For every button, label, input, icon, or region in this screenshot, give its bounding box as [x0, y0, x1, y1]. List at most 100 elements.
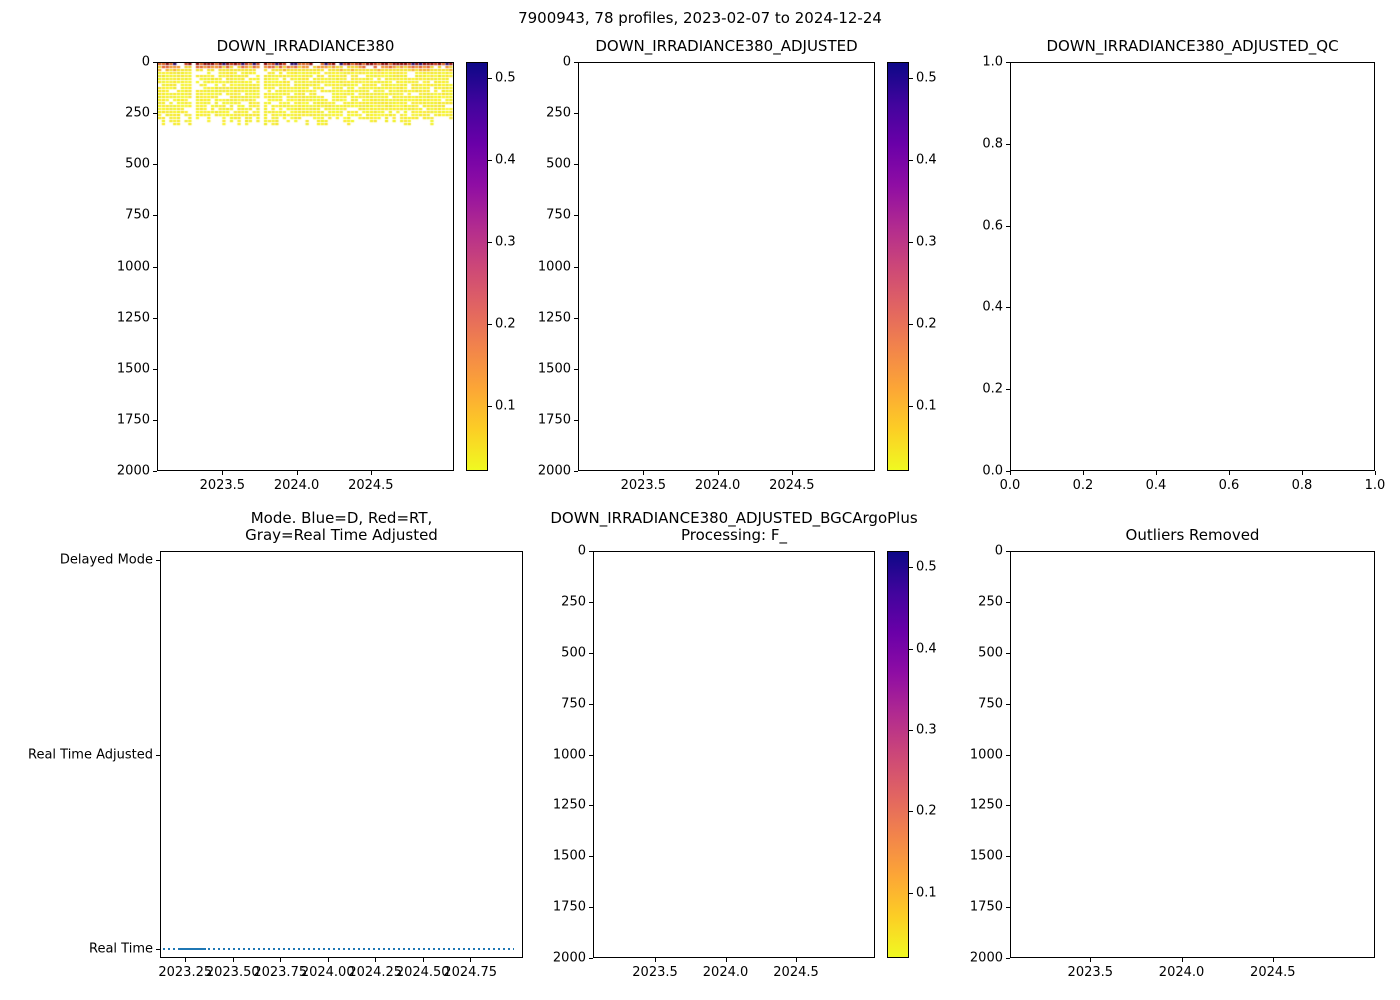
colorbar-tick-label: 0.4 [916, 152, 937, 168]
y-tick-label: 500 [561, 645, 586, 661]
y-tick-mark [153, 62, 157, 63]
x-tick-label: 2024.5 [773, 965, 819, 980]
x-tick-label: 2024.5 [1250, 965, 1296, 980]
x-tick-label: 1.0 [1364, 478, 1386, 493]
y-tick-label: Real Time Adjusted [28, 747, 153, 762]
y-tick-mark [574, 419, 578, 421]
x-tick-label: 2024.5 [769, 478, 815, 493]
x-tick-label: 0.4 [1145, 478, 1167, 493]
colorbar-tick-label: 0.2 [495, 316, 516, 332]
y-tick-label: 1000 [537, 259, 571, 274]
mode-line-real-time [163, 948, 514, 951]
colorbar-tick-mark [488, 78, 492, 80]
colorbar-tick-label: 0.4 [495, 152, 516, 168]
y-tick-mark [156, 559, 160, 561]
x-tick-mark [222, 471, 224, 475]
title-line: Gray=Real Time Adjusted [245, 526, 438, 544]
x-tick-mark [375, 958, 377, 962]
x-tick-mark [1090, 958, 1092, 962]
y-tick-label: 0.8 [982, 136, 1003, 152]
x-tick-mark [296, 471, 298, 475]
y-tick-mark [589, 551, 593, 552]
y-tick-mark [574, 471, 578, 472]
title-line: DOWN_IRRADIANCE380_ADJUSTED_BGCArgoPlus [550, 509, 918, 527]
colorbar-tick-label: 0.3 [916, 722, 937, 738]
y-tick-mark [153, 368, 157, 370]
colorbar-tick-mark [909, 160, 913, 162]
x-tick-label: 0.8 [1291, 478, 1313, 493]
y-tick-mark [1006, 958, 1010, 959]
x-tick-mark [655, 958, 657, 962]
x-tick-label: 2024.0 [702, 965, 749, 980]
y-tick-mark [1006, 652, 1010, 654]
colorbar-tick-mark [909, 323, 913, 325]
colorbar-tick-mark [909, 730, 913, 732]
y-tick-mark [574, 113, 578, 115]
y-tick-mark [589, 601, 593, 603]
axes-mode [160, 551, 523, 958]
y-tick-label: 1000 [552, 747, 586, 762]
y-tick-label: 0.6 [982, 218, 1003, 234]
x-tick-label: 0.6 [1218, 478, 1240, 493]
y-tick-mark [1006, 389, 1010, 391]
y-tick-label: 0.2 [982, 381, 1003, 397]
x-tick-mark [280, 958, 282, 962]
x-tick-label: 0.2 [1072, 478, 1094, 493]
colorbar-tick-mark [909, 405, 913, 407]
y-tick-label: 250 [561, 594, 586, 610]
x-tick-mark [327, 958, 329, 962]
y-tick-mark [589, 907, 593, 909]
title-line: DOWN_IRRADIANCE380_ADJUSTED_QC [1046, 37, 1339, 55]
x-tick-mark [717, 471, 719, 475]
colorbar-tick-label: 0.5 [916, 559, 937, 575]
x-tick-label: 2024.5 [348, 478, 394, 493]
title-line: Processing: F_ [680, 526, 788, 544]
x-tick-label: 2023.5 [620, 478, 667, 493]
x-tick-mark [1083, 471, 1084, 475]
x-tick-mark [1229, 471, 1230, 475]
x-tick-mark [1375, 471, 1376, 475]
x-tick-mark [791, 471, 793, 475]
y-tick-label: 0 [562, 54, 571, 70]
colorbar-tick-label: 0.1 [495, 398, 516, 414]
colorbar-tick-label: 0.1 [916, 398, 937, 414]
y-tick-label: 1500 [552, 848, 586, 864]
colorbar-tick-mark [909, 241, 913, 243]
colorbar-tick-mark [909, 648, 913, 650]
axes-outliers-removed [1010, 551, 1375, 958]
y-tick-mark [1006, 143, 1010, 145]
y-tick-mark [574, 317, 578, 319]
figure-suptitle: 7900943, 78 profiles, 2023-02-07 to 2024… [518, 9, 882, 27]
y-tick-mark [574, 215, 578, 217]
colorbar-irr380-adjusted [887, 62, 909, 471]
y-tick-label: 1250 [537, 310, 571, 326]
title-irr380: DOWN_IRRADIANCE380 [217, 38, 395, 55]
y-tick-label: 1500 [537, 361, 571, 377]
y-tick-label: 1.0 [982, 54, 1003, 70]
y-tick-mark [1006, 307, 1010, 309]
x-tick-label: 2023.5 [632, 965, 678, 980]
y-tick-mark [153, 419, 157, 421]
title-line: Mode. Blue=D, Red=RT, [250, 509, 433, 527]
y-tick-label: 1000 [116, 259, 150, 274]
x-tick-mark [796, 958, 798, 962]
colorbar-tick-mark [909, 78, 913, 80]
y-tick-mark [153, 113, 157, 115]
y-tick-mark [589, 703, 593, 705]
y-tick-mark [589, 805, 593, 807]
title-irr380-adjusted-qc: DOWN_IRRADIANCE380_ADJUSTED_QC [1046, 38, 1338, 55]
y-tick-mark [1006, 856, 1010, 858]
y-tick-label: 2000 [969, 950, 1003, 966]
y-tick-mark [574, 368, 578, 370]
y-tick-label: 2000 [116, 463, 150, 479]
y-tick-label: 750 [125, 207, 150, 223]
y-tick-label: 0.0 [982, 463, 1003, 479]
x-tick-mark [1010, 471, 1011, 475]
x-tick-label: 2024.0 [1158, 965, 1205, 980]
axes-irr380-adjusted [578, 62, 875, 471]
heatmap-irr380 [158, 63, 453, 470]
title-outliers-removed: Outliers Removed [1126, 527, 1260, 544]
y-tick-mark [156, 949, 160, 951]
y-tick-mark [153, 164, 157, 166]
